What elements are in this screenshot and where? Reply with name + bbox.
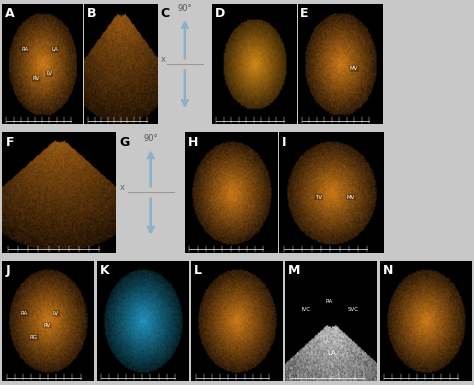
Text: H: H — [188, 136, 198, 149]
Text: LA: LA — [327, 350, 336, 356]
Text: x: x — [120, 183, 125, 192]
Text: LV: LV — [53, 311, 59, 316]
Text: IVC: IVC — [302, 307, 311, 312]
Text: C: C — [161, 7, 170, 20]
Text: N: N — [383, 264, 393, 277]
Text: LA: LA — [51, 47, 58, 52]
Text: RA: RA — [21, 47, 28, 52]
Text: RV: RV — [44, 323, 51, 328]
Text: LV: LV — [46, 71, 52, 76]
Text: E: E — [300, 7, 309, 20]
Text: I: I — [282, 136, 286, 149]
Text: F: F — [6, 136, 14, 149]
Text: K: K — [100, 264, 109, 277]
Text: SVC: SVC — [348, 307, 359, 312]
Text: MV: MV — [350, 66, 358, 71]
Text: x: x — [161, 55, 165, 64]
Text: MV: MV — [346, 194, 355, 199]
Text: RV: RV — [33, 76, 40, 81]
Text: 90°: 90° — [144, 134, 158, 143]
Text: 90°: 90° — [178, 4, 192, 13]
Text: RA: RA — [21, 311, 28, 316]
Text: RA: RA — [326, 299, 333, 304]
Text: TV: TV — [315, 194, 322, 199]
Text: A: A — [5, 7, 14, 20]
Text: J: J — [5, 264, 10, 277]
Text: B: B — [87, 7, 96, 20]
Text: M: M — [288, 264, 301, 277]
Text: D: D — [214, 7, 225, 20]
Text: G: G — [119, 136, 130, 149]
Text: L: L — [194, 264, 202, 277]
Text: RG: RG — [30, 335, 38, 340]
